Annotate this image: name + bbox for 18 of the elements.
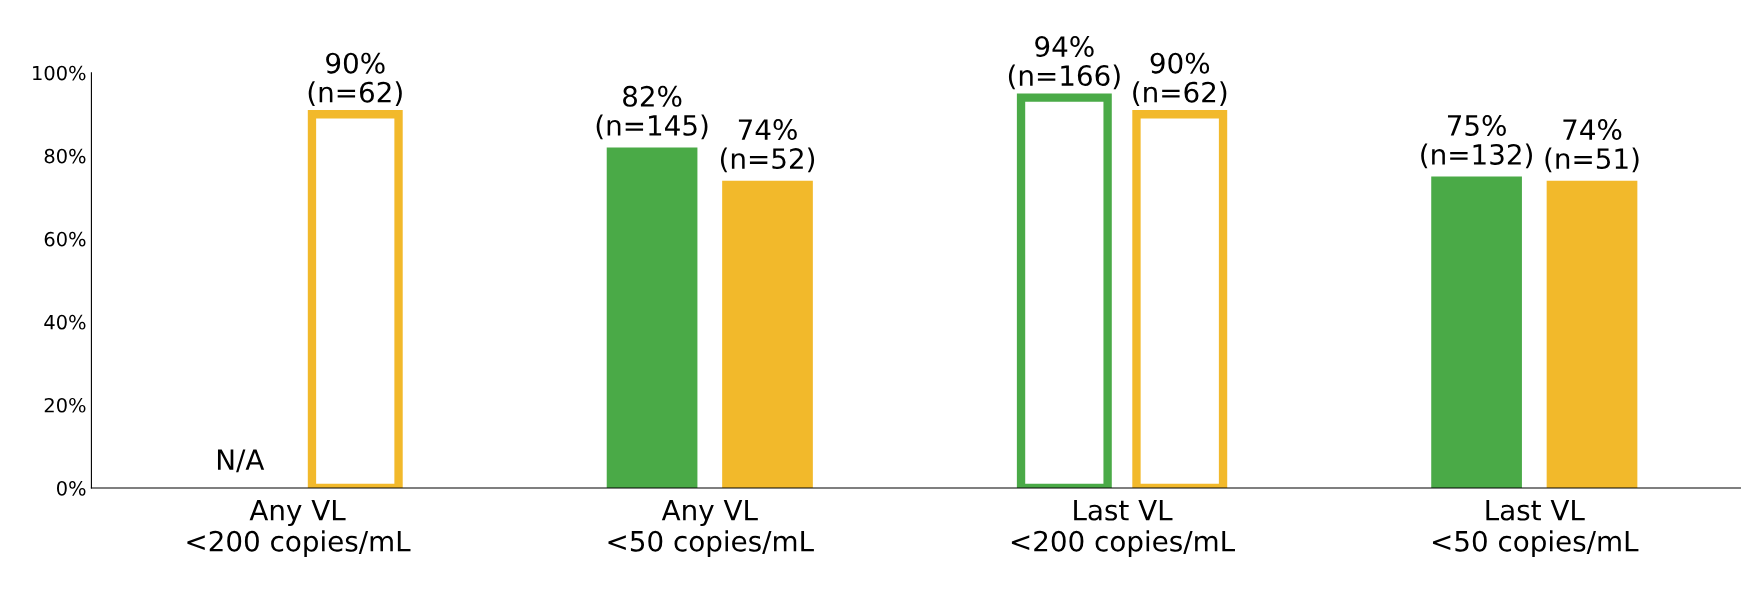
x-tick-label: Any VL <200 copies/mL — [187, 499, 411, 558]
y-tick-label: 80% — [44, 148, 86, 164]
data-label: 90% (n=62) — [308, 52, 402, 106]
text: N/A — [217, 449, 265, 473]
data-label: 74% (n=51) — [1545, 119, 1639, 173]
y-tick-label: 100% — [33, 65, 86, 81]
data-label: 94% (n=166) — [1008, 36, 1120, 90]
data-label: 75% (n=132) — [1421, 114, 1532, 169]
data-label: 90% (n=62) — [1133, 52, 1227, 106]
y-tick-label: 60% — [44, 231, 86, 247]
x-tick-label: Last VL <50 copies/mL — [1432, 499, 1639, 558]
y-tick-label: 0% — [56, 480, 86, 496]
y-tick-label: 20% — [44, 397, 86, 413]
y-tick-label: 40% — [44, 314, 86, 330]
data-label: 82% (n=145) — [596, 85, 708, 140]
data-label: 74% (n=52) — [720, 119, 815, 173]
x-tick-label: Last VL <200 copies/mL — [1011, 499, 1235, 558]
x-tick-label: Any VL <50 copies/mL — [608, 499, 814, 558]
